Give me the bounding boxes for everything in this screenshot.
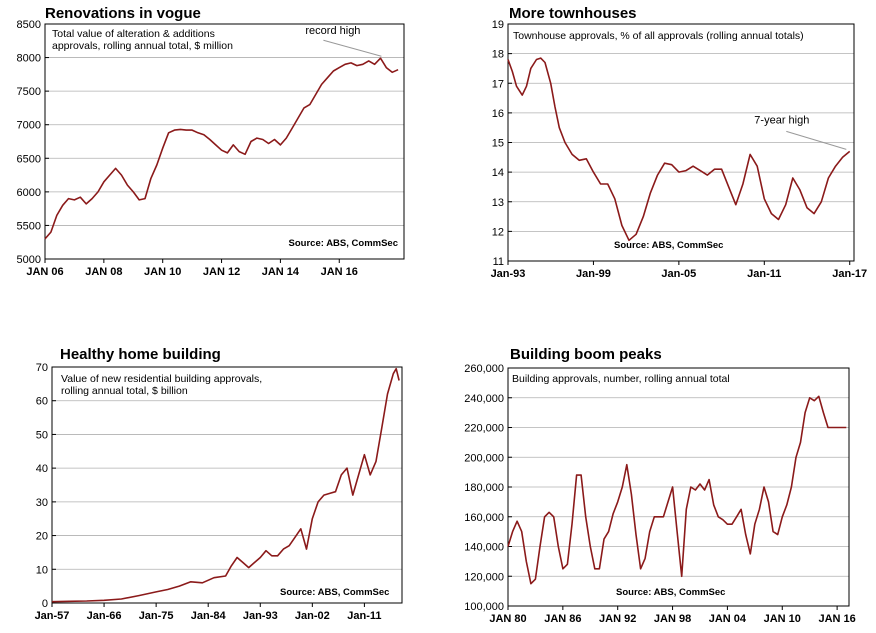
x-tick-label: Jan-02: [295, 610, 330, 622]
y-tick-label: 13: [492, 197, 504, 209]
x-tick-label: JAN 16: [818, 613, 855, 625]
x-tick-label: Jan-84: [191, 610, 227, 622]
source-label: Source: ABS, CommSec: [614, 240, 723, 251]
y-tick-label: 17: [492, 78, 504, 90]
y-tick-label: 40: [36, 463, 48, 475]
y-tick-label: 60: [36, 396, 48, 408]
chart-title: Healthy home building: [60, 346, 221, 363]
x-tick-label: JAN 98: [654, 613, 691, 625]
chart-subtitle-line: Total value of alteration & additions: [52, 28, 215, 40]
y-tick-label: 12: [492, 226, 504, 238]
x-tick-label: JAN 16: [321, 266, 358, 278]
chart-svg: 0 10 20 30 40 50 60 70 Jan-57 Jan-66 Jan-75 Jan-84 J…: [35, 362, 403, 622]
chart-panel-townhouses: More townhouses 11 12 13 14 15 16 17 18 19 Jan-93…: [446, 0, 876, 290]
chart-subtitle-line: Townhouse approvals, % of all approvals …: [513, 30, 804, 42]
source-label: Source: ABS, CommSec: [280, 587, 389, 598]
chart-subtitle-line: approvals, rolling annual total, $ milli…: [52, 40, 233, 52]
chart-subtitle-line: rolling annual total, $ billion: [61, 385, 188, 397]
y-tick-label: 8000: [17, 53, 41, 65]
x-tick-label: JAN 04: [709, 613, 747, 625]
x-tick-label: JAN 08: [85, 266, 122, 278]
y-tick-label: 19: [492, 19, 504, 31]
x-tick-label: Jan-75: [139, 610, 174, 622]
x-tick-label: JAN 14: [262, 266, 300, 278]
chart-title: Renovations in vogue: [45, 5, 201, 22]
y-tick-label: 260,000: [464, 363, 504, 375]
x-tick-label: JAN 06: [26, 266, 63, 278]
y-tick-label: 11: [493, 256, 504, 268]
x-tick-label: JAN 86: [544, 613, 581, 625]
y-tick-label: 6500: [17, 153, 41, 165]
source-label: Source: ABS, CommSec: [289, 238, 398, 249]
chart-svg: 11 12 13 14 15 16 17 18 19 Jan-93 Jan-99 Jan-05 Jan-…: [491, 19, 868, 280]
x-tick-label: Jan-93: [491, 268, 526, 280]
y-tick-label: 5500: [17, 220, 41, 232]
y-tick-label: 14: [492, 167, 504, 179]
y-tick-label: 18: [492, 49, 504, 61]
x-tick-label: JAN 92: [599, 613, 636, 625]
plot-frame: [51, 366, 403, 604]
chart-panel-building-boom: Building boom peaks 100,000 120,000 140,00…: [446, 340, 876, 633]
y-tick-label: 7500: [17, 86, 41, 98]
y-tick-label: 50: [36, 429, 48, 441]
x-tick-label: Jan-05: [661, 268, 696, 280]
series-line: [507, 57, 851, 242]
y-tick-label: 240,000: [464, 393, 504, 405]
x-tick-label: Jan-11: [347, 610, 381, 622]
annotation-label: record high: [305, 25, 360, 37]
y-tick-label: 120,000: [464, 571, 504, 583]
y-tick-label: 30: [36, 497, 48, 509]
x-tick-label: Jan-99: [576, 268, 611, 280]
y-tick-label: 6000: [17, 187, 41, 199]
annotation-arrow: [786, 130, 847, 150]
y-tick-label: 180,000: [464, 482, 504, 494]
chart-svg: 5000 5500 6000 6500 7000 7500 8000 8500 JAN 06 JA…: [17, 19, 405, 278]
chart-title: Building boom peaks: [510, 346, 662, 363]
x-tick-label: JAN 10: [764, 613, 801, 625]
x-tick-label: JAN 12: [203, 266, 240, 278]
y-tick-label: 70: [36, 362, 48, 374]
y-tick-label: 100,000: [464, 601, 504, 613]
series-line: [44, 57, 399, 240]
chart-subtitle-line: Building approvals, number, rolling annu…: [512, 373, 730, 385]
chart-panel-home-building: Healthy home building 0 10 20 30 40 50 60 70 Jan…: [0, 340, 430, 633]
x-tick-label: JAN 80: [489, 613, 526, 625]
series-line: [507, 395, 847, 585]
y-tick-label: 0: [42, 598, 48, 610]
plot-frame: [507, 367, 850, 607]
x-tick-label: Jan-93: [243, 610, 278, 622]
y-tick-label: 20: [36, 531, 48, 543]
x-tick-label: JAN 10: [144, 266, 181, 278]
series-line: [51, 367, 400, 603]
plot-frame: [44, 23, 405, 260]
chart-panel-renovations: Renovations in vogue 5000 5500 6000 6500 700…: [0, 0, 430, 290]
y-tick-label: 15: [492, 138, 504, 150]
source-label: Source: ABS, CommSec: [616, 587, 725, 598]
y-tick-label: 220,000: [464, 423, 504, 435]
x-tick-label: Jan-57: [35, 610, 70, 622]
x-tick-label: Jan-11: [747, 268, 781, 280]
y-tick-label: 160,000: [464, 512, 504, 524]
chart-title: More townhouses: [509, 5, 637, 22]
annotation-label: 7-year high: [754, 114, 809, 126]
y-tick-label: 10: [36, 564, 48, 576]
y-tick-label: 140,000: [464, 542, 504, 554]
y-tick-label: 8500: [17, 19, 41, 31]
x-tick-label: Jan-66: [87, 610, 122, 622]
plot-frame: [507, 23, 855, 262]
chart-svg: 100,000 120,000 140,000 160,000 180,000 200,0…: [464, 363, 856, 625]
chart-subtitle-line: Value of new residential building approv…: [61, 373, 262, 385]
y-tick-label: 16: [492, 108, 504, 120]
y-tick-label: 7000: [17, 120, 41, 132]
y-tick-label: 5000: [17, 254, 41, 266]
x-tick-label: Jan-17: [832, 268, 867, 280]
y-tick-label: 200,000: [464, 452, 504, 464]
annotation-arrow: [323, 39, 382, 57]
